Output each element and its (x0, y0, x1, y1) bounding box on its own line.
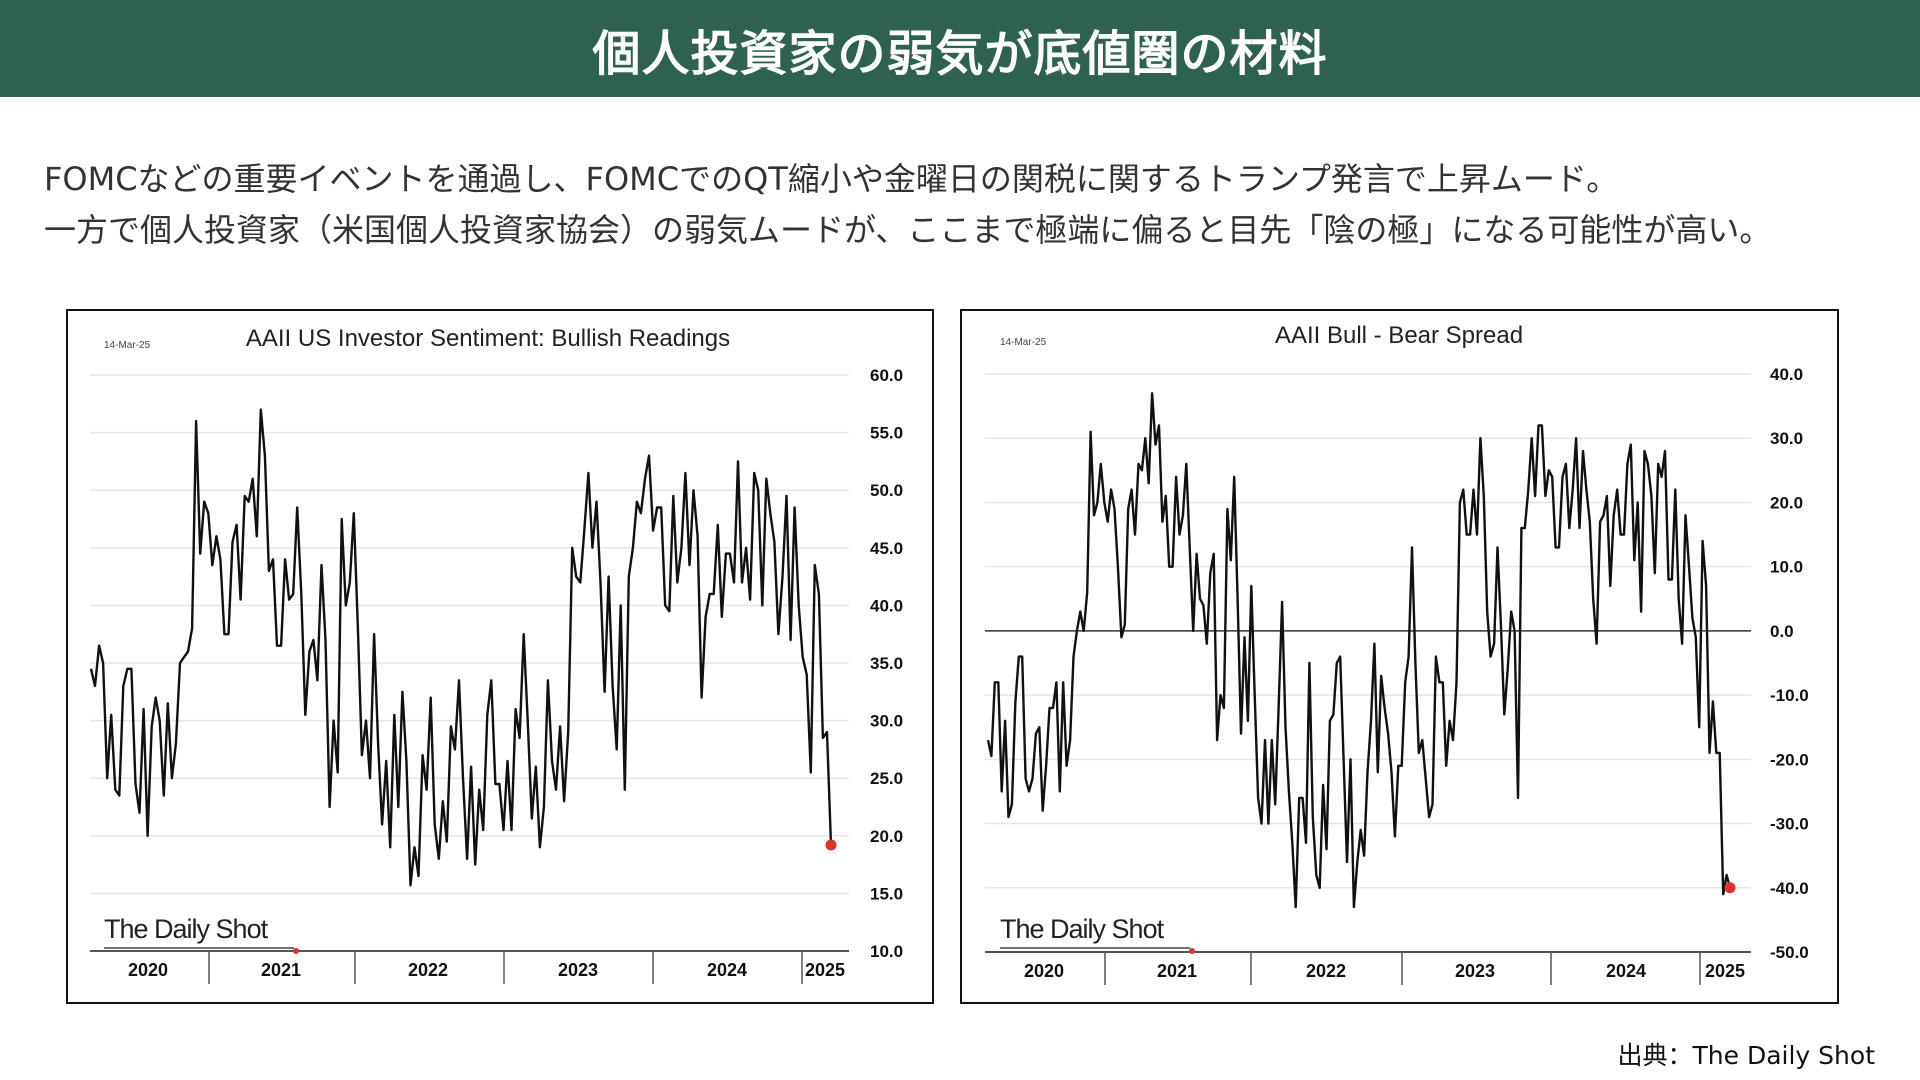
daily-shot-logo: The Daily Shot (104, 914, 269, 944)
y-tick-label: 10.0 (1770, 558, 1803, 577)
latest-value-marker (825, 839, 837, 851)
page-title: 個人投資家の弱気が底値圏の材料 (592, 25, 1328, 82)
y-tick-label: 60.0 (870, 366, 903, 385)
x-tick-label: 2023 (558, 960, 598, 980)
x-tick-label: 2023 (1455, 961, 1495, 981)
y-tick-label: 20.0 (1770, 493, 1803, 512)
y-tick-label: -20.0 (1770, 750, 1809, 769)
chart-title: AAII US Investor Sentiment: Bullish Read… (246, 325, 730, 352)
latest-value-marker (1724, 882, 1736, 894)
x-tick-label: 2021 (1157, 961, 1197, 981)
y-tick-label: 45.0 (870, 539, 903, 558)
y-tick-label: 0.0 (1770, 622, 1794, 641)
logo-dot (293, 948, 299, 954)
chart-date-label: 14-Mar-25 (1000, 337, 1047, 348)
description-line-2: 一方で個人投資家（米国個人投資家協会）の弱気ムードが、ここまで極端に偏ると目先「… (44, 211, 1772, 249)
x-tick-label: 2025 (805, 960, 845, 980)
series-line (89, 408, 833, 887)
chart-date-label: 14-Mar-25 (104, 340, 151, 351)
y-tick-label: -50.0 (1770, 943, 1809, 962)
logo-dot (1189, 948, 1195, 954)
description-line-1: FOMCなどの重要イベントを通過し、FOMCでのQT縮小や金曜日の関税に関するト… (44, 160, 1619, 198)
y-tick-label: 40.0 (870, 596, 903, 615)
spread-chart-svg: 40.0 30.0 20.0 10.0 0.0 -10.0 -20.0 -30.0 -40.0 -… (985, 322, 1809, 985)
bull-bear-spread-chart: 40.0 30.0 20.0 10.0 0.0 -10.0 -20.0 -30.0 -40.0 -… (960, 309, 1839, 1004)
y-tick-label: 50.0 (870, 481, 903, 500)
y-tick-label: 40.0 (1770, 365, 1803, 384)
bullish-readings-chart: 60.0 55.0 50.0 45.0 40.0 35.0 30.0 25.0 20.0 15.0… (66, 309, 934, 1004)
y-tick-label: 15.0 (870, 884, 903, 903)
y-tick-label: 35.0 (870, 654, 903, 673)
y-tick-label: 55.0 (870, 424, 903, 443)
y-tick-label: -30.0 (1770, 815, 1809, 834)
daily-shot-logo: The Daily Shot (1000, 914, 1165, 944)
y-tick-label: 25.0 (870, 769, 903, 788)
chart-title: AAII Bull - Bear Spread (1275, 322, 1523, 349)
y-tick-label: -10.0 (1770, 686, 1809, 705)
series-line (986, 392, 1732, 909)
y-tick-label: 30.0 (1770, 429, 1803, 448)
x-tick-label: 2020 (128, 960, 168, 980)
header-bar: 個人投資家の弱気が底値圏の材料 (0, 0, 1920, 97)
x-tick-label: 2020 (1024, 961, 1064, 981)
x-tick-label: 2021 (261, 960, 301, 980)
y-tick-label: 20.0 (870, 827, 903, 846)
x-tick-label: 2024 (707, 960, 747, 980)
y-tick-label: -40.0 (1770, 879, 1809, 898)
y-tick-label: 30.0 (870, 712, 903, 731)
x-tick-label: 2025 (1705, 961, 1745, 981)
bullish-chart-svg: 60.0 55.0 50.0 45.0 40.0 35.0 30.0 25.0 20.0 15.0… (89, 325, 903, 984)
x-tick-label: 2024 (1606, 961, 1646, 981)
y-tick-label: 10.0 (870, 942, 903, 961)
x-tick-label: 2022 (408, 960, 448, 980)
x-tick-label: 2022 (1306, 961, 1346, 981)
source-credit: 出典：The Daily Shot (1617, 1041, 1875, 1070)
